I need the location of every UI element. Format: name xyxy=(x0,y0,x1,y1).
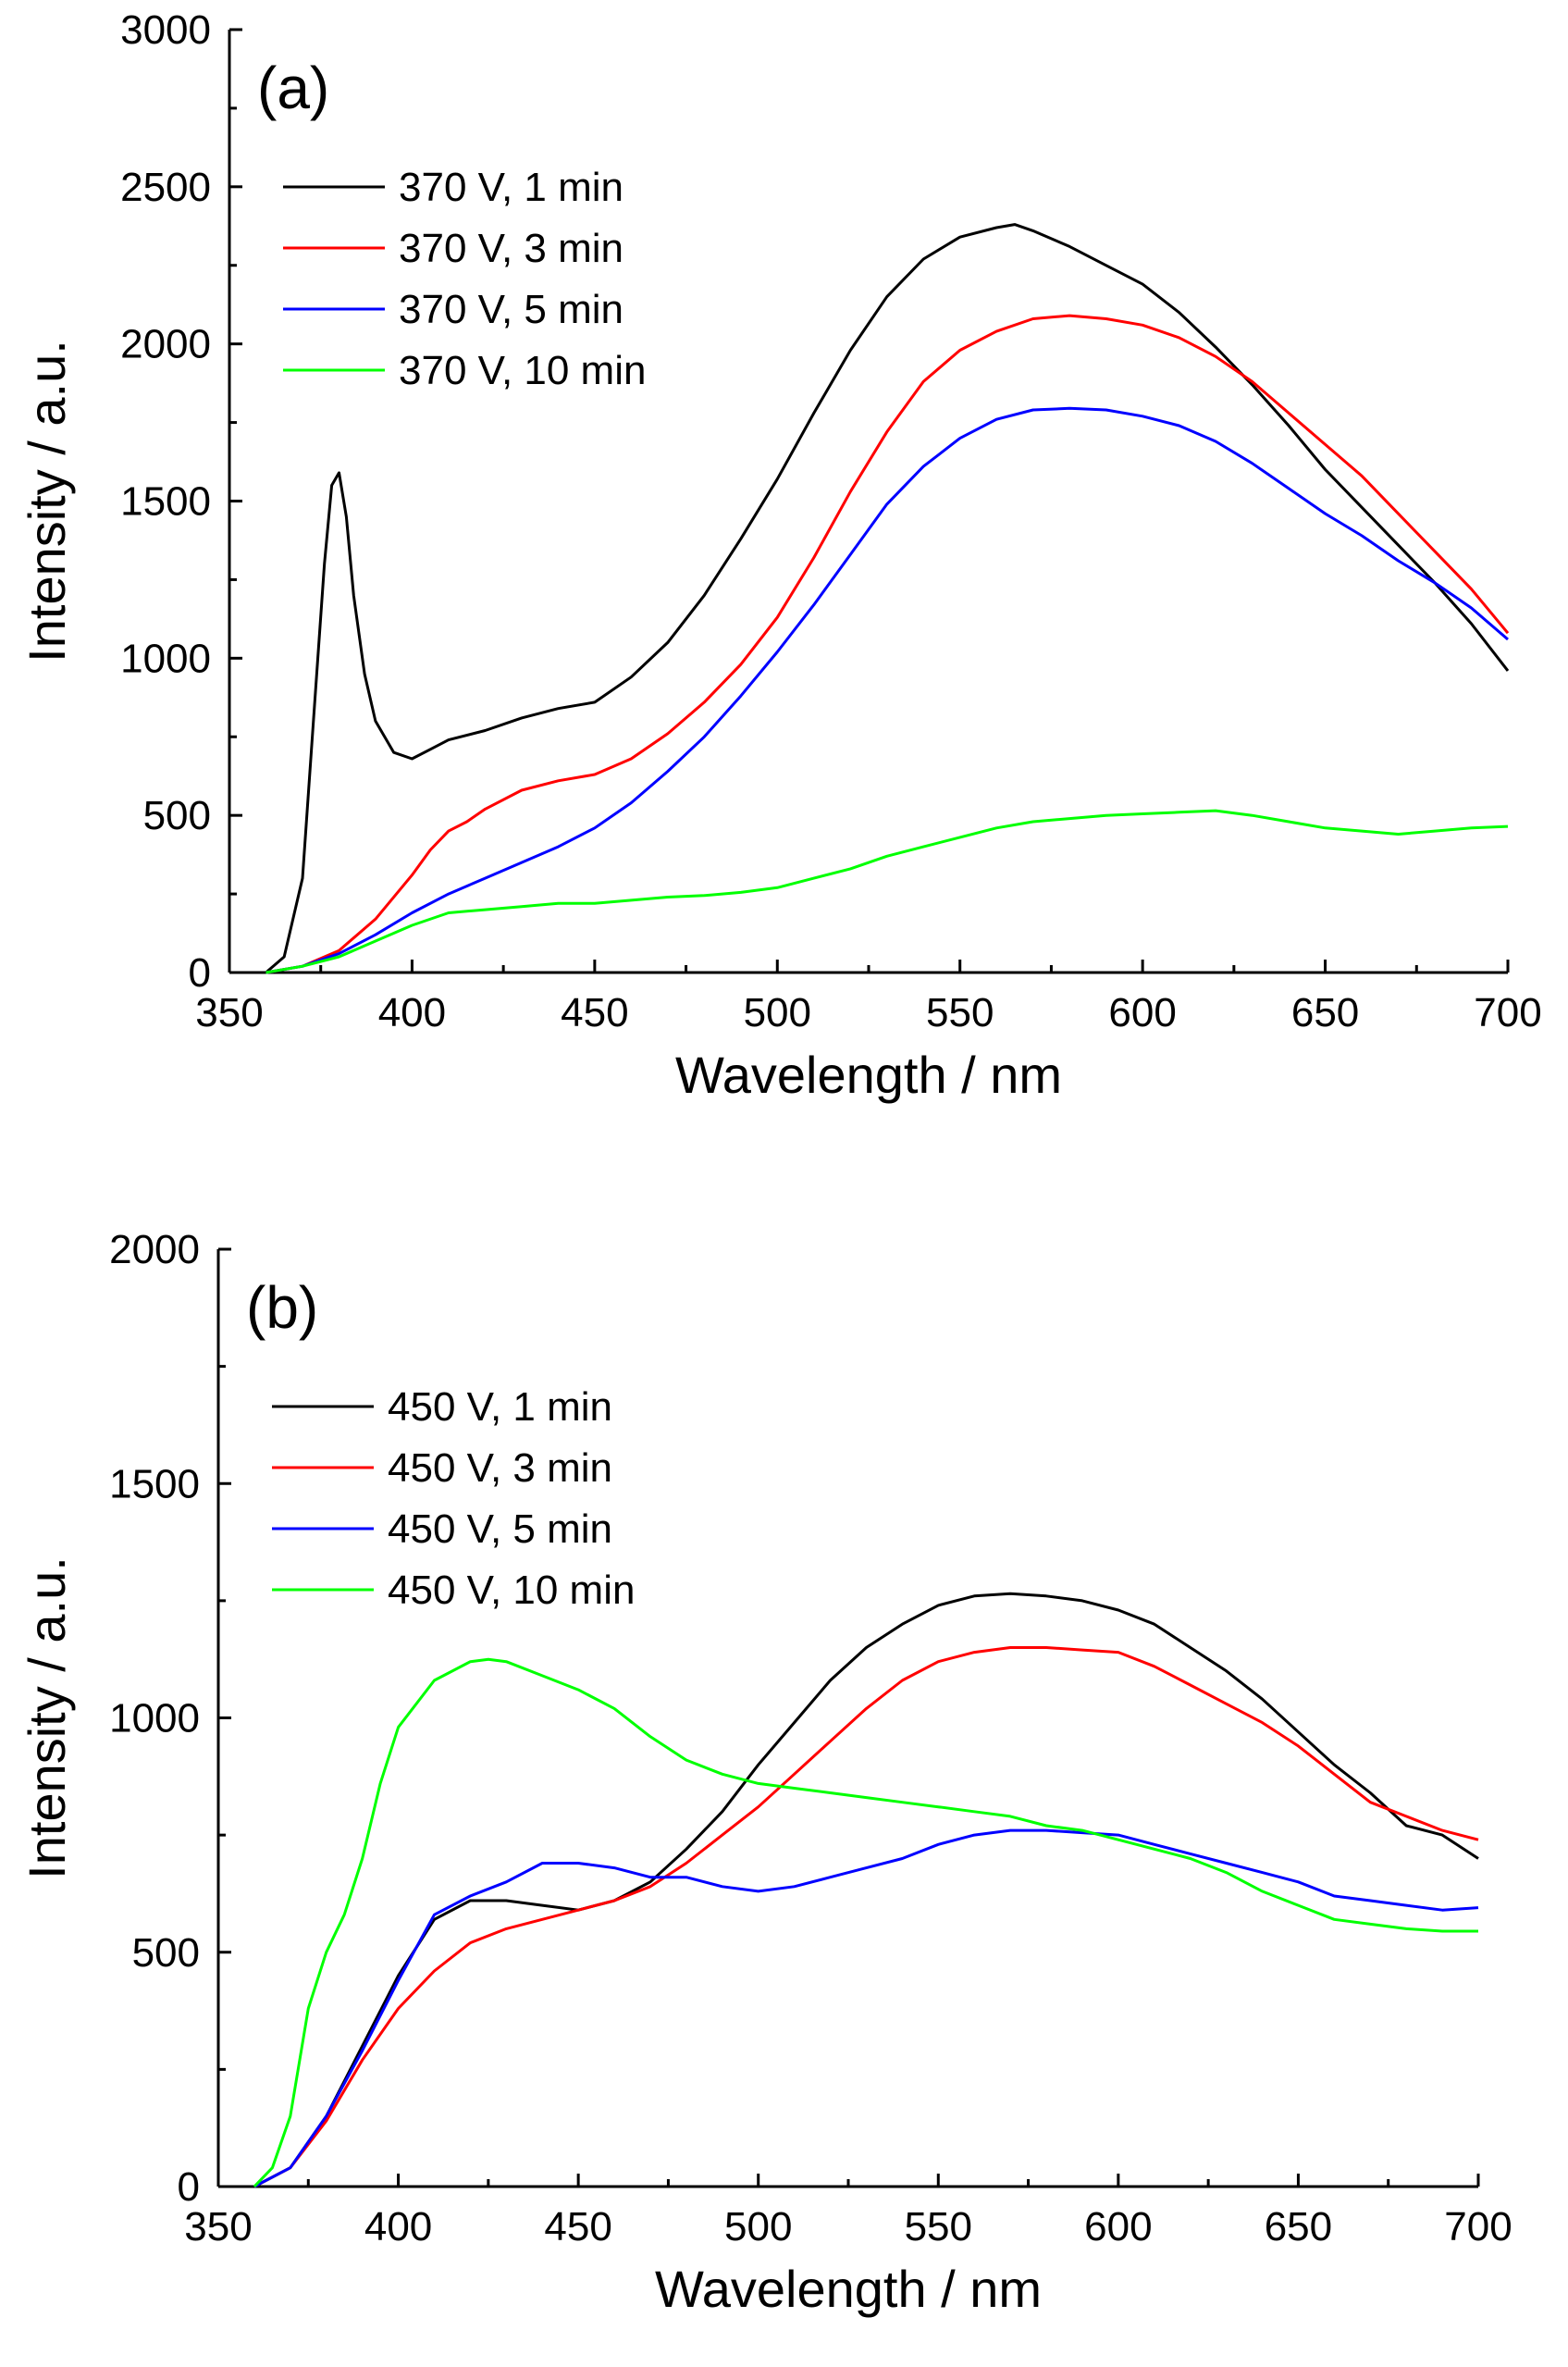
x-tick-label-a: 500 xyxy=(744,990,811,1035)
legend-label-b-4: 450 V, 10 min xyxy=(388,1568,635,1613)
x-tick-label-a: 350 xyxy=(195,990,263,1035)
chart-panel-a: 350 400 450 500 550 600 650 700 0 500 1000 1500 2000… xyxy=(18,7,1542,1104)
x-tick-label-b: 550 xyxy=(905,2204,972,2249)
x-tick-label-b: 350 xyxy=(184,2204,252,2249)
x-tick-label-b: 500 xyxy=(724,2204,792,2249)
x-tick-label-a: 550 xyxy=(926,990,994,1035)
panel-label-a: (a) xyxy=(257,55,329,121)
x-tick-label-b: 650 xyxy=(1265,2204,1332,2249)
y-tick-label-b: 2000 xyxy=(109,1227,200,1272)
series-line-b-3 xyxy=(253,1828,1479,2188)
x-tick-label-b: 450 xyxy=(544,2204,611,2249)
series-line-a-4 xyxy=(265,809,1509,974)
y-tick-label-a: 1000 xyxy=(120,636,211,681)
x-tick-label-a: 600 xyxy=(1108,990,1176,1035)
x-tick-label-b: 600 xyxy=(1084,2204,1152,2249)
series-line-a-1 xyxy=(265,223,1510,974)
y-tick-label-a: 0 xyxy=(189,950,211,996)
series-line-b-4 xyxy=(253,1657,1478,2188)
y-tick-label-a: 2000 xyxy=(120,322,211,367)
legend-label-a-1: 370 V, 1 min xyxy=(399,165,623,210)
legend-label-a-3: 370 V, 5 min xyxy=(399,287,623,332)
y-tick-label-b: 1000 xyxy=(109,1696,200,1741)
legend-label-a-4: 370 V, 10 min xyxy=(399,348,646,393)
y-tick-label-a: 500 xyxy=(143,793,211,838)
legend-label-b-1: 450 V, 1 min xyxy=(388,1384,612,1430)
series-line-a-3 xyxy=(265,406,1509,974)
y-axis-title-a: Intensity / a.u. xyxy=(18,340,76,663)
series-line-a-2 xyxy=(265,314,1510,974)
panel-label-b: (b) xyxy=(246,1274,318,1341)
y-tick-label-b: 500 xyxy=(132,1930,200,1976)
series-line-b-2 xyxy=(253,1646,1479,2188)
y-tick-label-b: 1500 xyxy=(109,1461,200,1506)
x-tick-label-b: 400 xyxy=(364,2204,432,2249)
x-tick-label-a: 400 xyxy=(378,990,446,1035)
legend-label-a-2: 370 V, 3 min xyxy=(399,226,623,271)
x-tick-label-a: 450 xyxy=(561,990,628,1035)
series-line-b-1 xyxy=(253,1592,1479,2188)
x-axis-title-b: Wavelength / nm xyxy=(655,2260,1042,2318)
legend-label-b-3: 450 V, 5 min xyxy=(388,1506,612,1552)
y-tick-label-b: 0 xyxy=(178,2164,200,2210)
chart-panel-b: 350 400 450 500 550 600 650 700 0 500 1000 1500 2000… xyxy=(18,1227,1512,2318)
x-tick-label-a: 700 xyxy=(1474,990,1541,1035)
legend-label-b-2: 450 V, 3 min xyxy=(388,1445,612,1491)
y-tick-label-a: 2500 xyxy=(120,165,211,210)
x-tick-label-b: 700 xyxy=(1444,2204,1512,2249)
y-tick-label-a: 3000 xyxy=(120,7,211,53)
y-axis-title-b: Intensity / a.u. xyxy=(18,1556,76,1879)
x-axis-title-a: Wavelength / nm xyxy=(675,1046,1062,1104)
y-tick-label-a: 1500 xyxy=(120,479,211,525)
x-tick-label-a: 650 xyxy=(1291,990,1359,1035)
